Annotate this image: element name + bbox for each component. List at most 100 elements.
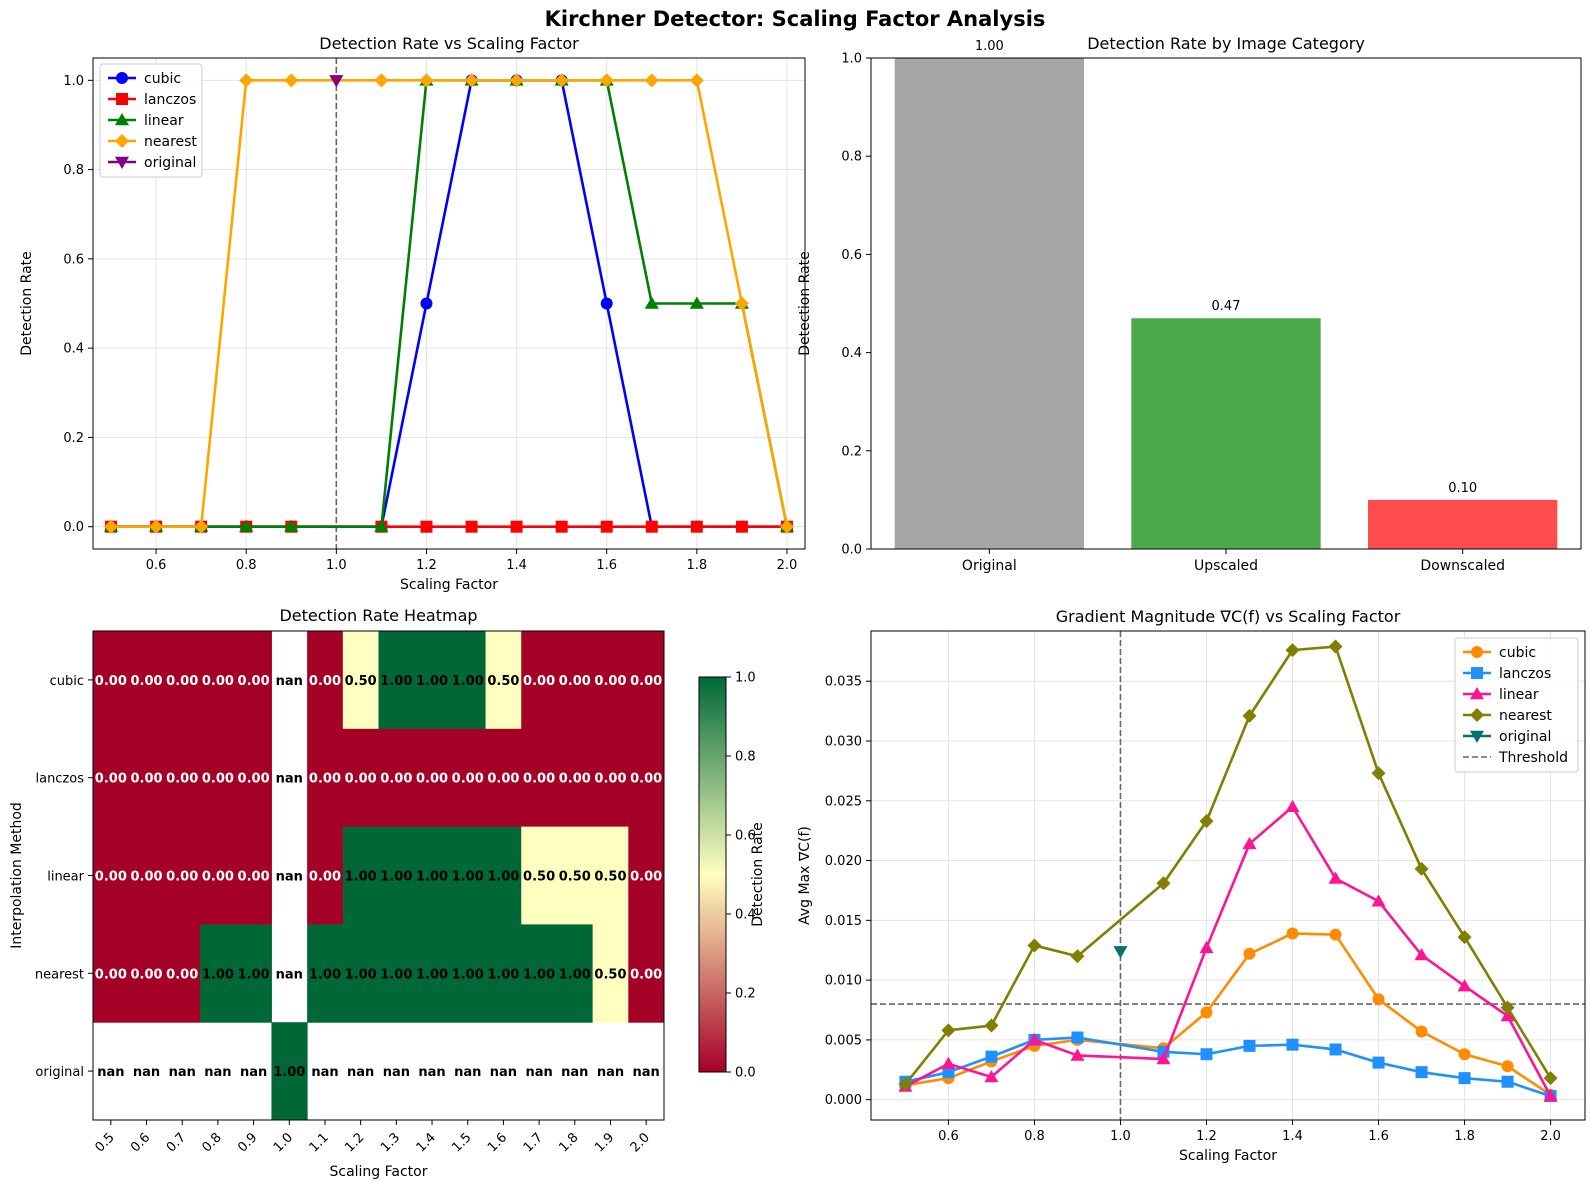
y-tick-label: 0.4: [63, 342, 84, 357]
heatmap-cell-label: 0.00: [238, 772, 270, 787]
subplot-title: Detection Rate vs Scaling Factor: [319, 34, 579, 53]
legend-marker-nearest: [1470, 708, 1484, 722]
heatmap-cell: [128, 924, 165, 1023]
heatmap-cell-label: 1.00: [487, 870, 519, 885]
legend-box: [99, 63, 203, 178]
data-point-nearest: [1414, 861, 1429, 876]
heatmap-cell: [164, 924, 201, 1023]
data-point-cubic: [1372, 993, 1385, 1006]
data-point-nearest: [599, 73, 614, 88]
heatmap-cell-label: 0.00: [309, 870, 341, 885]
data-point-cubic: [1415, 1025, 1428, 1038]
y-tick-label: nearest: [35, 967, 84, 982]
heatmap-cell-label: 1.00: [523, 967, 555, 982]
data-point-nearest: [374, 73, 389, 88]
y-tick-label: 0.010: [825, 974, 862, 989]
heatmap-cell-label: 0.00: [452, 772, 484, 787]
heatmap-cell-label: 1.00: [238, 967, 270, 982]
heatmap-cell-label: 0.00: [95, 674, 127, 689]
heatmap-cell-label: 0.00: [166, 870, 198, 885]
heatmap-cell-label: nan: [276, 967, 303, 982]
x-tick-label: 2.0: [628, 1130, 653, 1155]
data-point-original: [1113, 946, 1128, 959]
x-tick-label: 1.2: [416, 558, 437, 573]
heatmap-cell-label: 0.00: [95, 870, 127, 885]
x-tick-label: 1.8: [687, 558, 708, 573]
heatmap-cell: [93, 826, 130, 925]
data-point-nearest: [689, 73, 704, 88]
heatmap-cell: [521, 826, 558, 925]
y-tick-label: 0.030: [825, 734, 862, 749]
legend-marker-linear: [1470, 687, 1484, 700]
heatmap-cell-label: 0.00: [95, 967, 127, 982]
y-tick-label: lanczos: [35, 772, 84, 787]
data-point-original: [329, 75, 344, 88]
x-tick-label: 1.4: [506, 558, 527, 573]
heatmap-cell: [235, 826, 272, 925]
data-point-lanczos: [420, 520, 433, 533]
data-point-linear: [1414, 948, 1429, 961]
heatmap-cell-label: 1.00: [416, 674, 448, 689]
y-tick-label: 0.000: [825, 1093, 862, 1108]
data-point-lanczos: [1286, 1038, 1299, 1051]
x-tick-label: 2.0: [777, 558, 798, 573]
heatmap-cell-label: 0.50: [487, 674, 519, 689]
data-point-lanczos: [1329, 1043, 1342, 1056]
heatmap-detection-rate: 0.00 0.00 0.00 0.00 0.00 nan 0.00 0.50 1.00 1.00 1…: [9, 606, 766, 1180]
y-tick-label: original: [35, 1065, 84, 1080]
legend-label-cubic: cubic: [1499, 645, 1536, 661]
heatmap-cell-label: 0.00: [130, 967, 162, 982]
x-tick-label: 0.7: [164, 1130, 189, 1155]
heatmap-cell-label: 0.00: [523, 674, 555, 689]
plot-frame: [870, 630, 1586, 1121]
data-point-cubic: [420, 297, 433, 310]
series-line-nearest: [904, 645, 1552, 1085]
data-point-nearest: [1242, 708, 1257, 723]
data-point-lanczos: [1200, 1048, 1213, 1061]
y-tick-label: 0.015: [825, 914, 862, 929]
data-point-linear: [1371, 894, 1386, 907]
heatmap-cell-label: nan: [633, 1065, 660, 1080]
bar-value-label: 0.47: [1212, 299, 1241, 314]
y-tick-label: 0.2: [841, 444, 862, 459]
data-point-nearest: [1371, 766, 1386, 781]
heatmap-cell-label: 0.00: [166, 967, 198, 982]
heatmap-cell: [592, 631, 629, 730]
heatmap-cell: [200, 924, 237, 1023]
data-point-linear: [1500, 1008, 1515, 1022]
x-tick-label: 1.9: [592, 1130, 617, 1155]
heatmap-cell: [521, 631, 558, 730]
data-point-linear: [689, 296, 704, 309]
heatmap-cell-label: 0.00: [130, 772, 162, 787]
heatmap-cell: [200, 631, 237, 730]
heatmap-cell-label: 1.00: [309, 967, 341, 982]
bar-upscaled: [1131, 318, 1321, 549]
x-tick-label: 1.6: [485, 1130, 510, 1155]
heatmap-cell-label: nan: [311, 1065, 338, 1080]
heatmap-cell-label: 0.00: [523, 772, 555, 787]
heatmap-cell-label: 1.00: [380, 674, 412, 689]
x-axis-label: Scaling Factor: [1179, 1148, 1277, 1164]
heatmap-cell: [342, 631, 379, 730]
data-point-nearest: [1457, 930, 1472, 945]
heatmap-cell-label: 0.00: [380, 772, 412, 787]
legend-label-linear: linear: [144, 113, 184, 129]
heatmap-cell-label: 1.00: [559, 967, 591, 982]
data-point-linear: [1285, 799, 1300, 813]
heatmap-cell-label: 1.00: [345, 870, 377, 885]
heatmap-cell-label: nan: [525, 1065, 552, 1080]
x-tick-label: 1.7: [521, 1130, 546, 1155]
colorbar-tick-label: 0.6: [735, 829, 756, 844]
heatmap-cell: [592, 826, 629, 925]
heatmap-cell: [414, 826, 451, 925]
heatmap-cell-label: 0.50: [594, 870, 626, 885]
heatmap-cell: [556, 924, 594, 1023]
y-axis-label: Detection Rate: [19, 251, 35, 356]
data-point-lanczos: [1071, 1031, 1084, 1044]
x-tick-label: 1.0: [1110, 1129, 1131, 1144]
bar-downscaled: [1368, 499, 1558, 549]
legend-box: [1454, 637, 1579, 773]
data-point-lanczos: [690, 520, 703, 533]
data-point-linear: [1242, 836, 1257, 850]
